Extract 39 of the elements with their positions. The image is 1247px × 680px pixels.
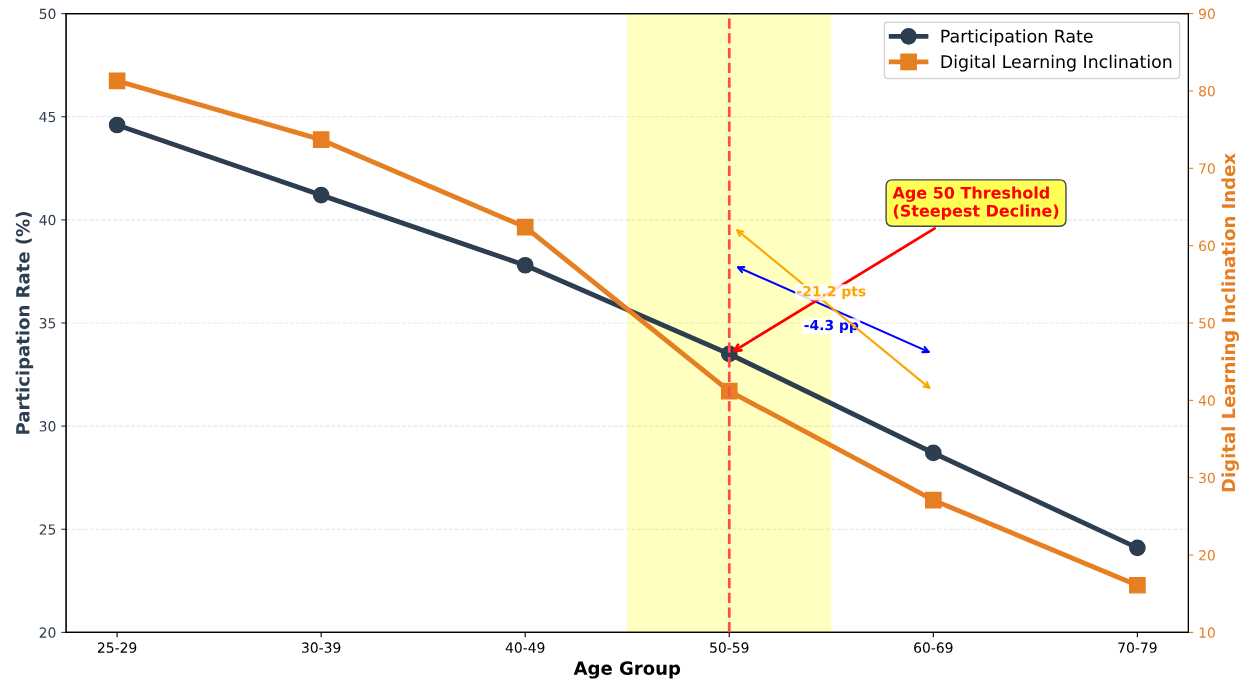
y-tick-label: 35 bbox=[39, 317, 56, 329]
y2-axis-title: Digital Learning Inclination Index bbox=[1221, 153, 1239, 492]
point bbox=[1129, 576, 1146, 594]
legend-label: Digital Learning Inclination bbox=[941, 54, 1172, 72]
y-tick-label: 40 bbox=[39, 214, 56, 226]
annotation: Age 50 Threshold (Steepest Decline) bbox=[892, 186, 1059, 220]
point bbox=[108, 72, 126, 90]
y2-tick-label: 50 bbox=[1199, 317, 1215, 329]
y2-tick-label: 60 bbox=[1199, 240, 1215, 252]
x-tick-label: 30-39 bbox=[302, 642, 341, 653]
y-tick-label: 20 bbox=[39, 627, 56, 638]
y2-tick-label: 90 bbox=[1198, 8, 1215, 20]
x-axis-title: Age Group bbox=[573, 661, 681, 679]
x-tick-label: 70-79 bbox=[1118, 642, 1157, 653]
y2-tick-label: 10 bbox=[1199, 627, 1215, 638]
point bbox=[924, 491, 942, 509]
x-tick-label: 40-49 bbox=[505, 642, 545, 653]
y-tick-label: 50 bbox=[39, 8, 56, 20]
y-axis-title: Participation Rate (%) bbox=[15, 212, 34, 434]
annotation: -21.2 pts bbox=[797, 285, 866, 300]
y2-tick-label: 30 bbox=[1199, 472, 1215, 484]
point bbox=[312, 131, 330, 149]
legend-label: Participation Rate bbox=[941, 29, 1093, 47]
point bbox=[924, 444, 942, 462]
x-tick-label: 50-59 bbox=[710, 642, 749, 653]
point bbox=[516, 256, 534, 274]
y-tick-label: 30 bbox=[39, 421, 56, 432]
point bbox=[108, 116, 126, 134]
x-tick-label: 60-69 bbox=[914, 642, 953, 653]
point bbox=[312, 186, 330, 204]
y2-tick-label: 20 bbox=[1199, 550, 1215, 561]
y2-tick-label: 80 bbox=[1199, 85, 1215, 97]
y2-tick-label: 70 bbox=[1199, 163, 1215, 174]
y-tick-label: 25 bbox=[39, 524, 56, 535]
y2-tick-label: 40 bbox=[1198, 395, 1215, 406]
x-tick-label: 25-29 bbox=[97, 642, 137, 653]
y-tick-label: 45 bbox=[39, 111, 56, 123]
point bbox=[516, 218, 534, 236]
point bbox=[1129, 539, 1146, 557]
